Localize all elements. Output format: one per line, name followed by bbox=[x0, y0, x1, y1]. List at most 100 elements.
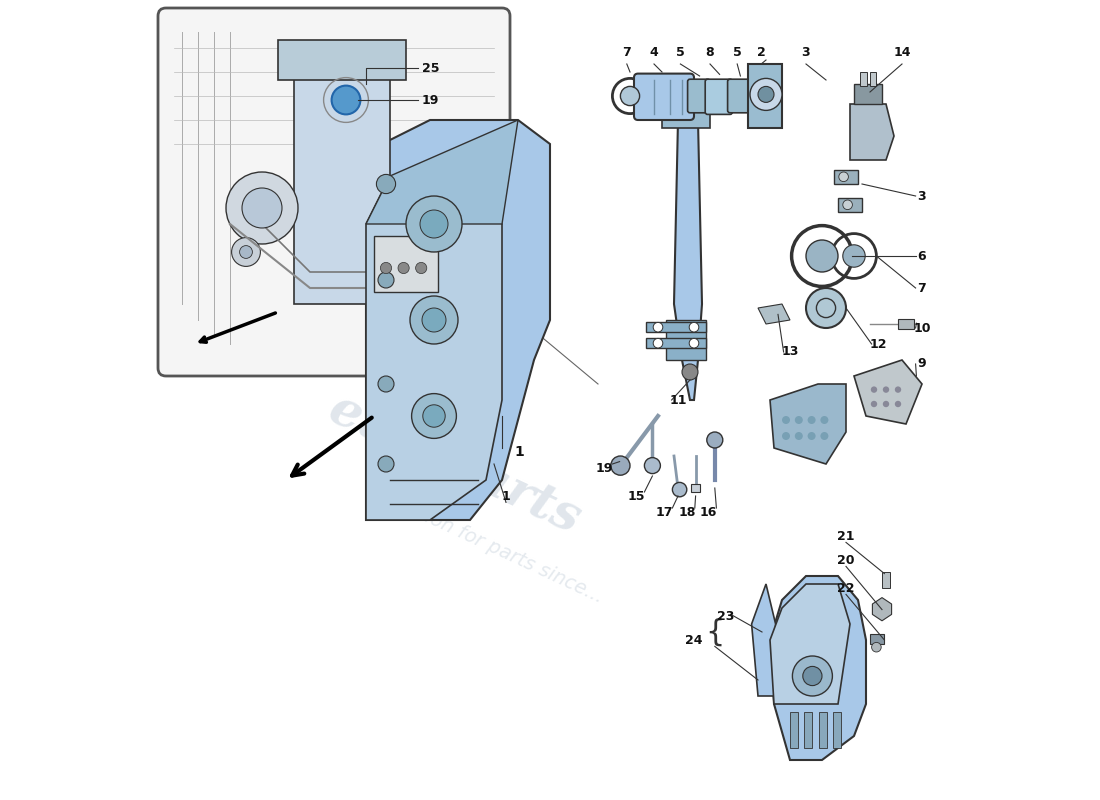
Circle shape bbox=[690, 338, 698, 348]
Bar bbox=[374, 236, 438, 292]
Polygon shape bbox=[674, 96, 702, 400]
Bar bbox=[854, 84, 882, 104]
Polygon shape bbox=[770, 584, 850, 704]
Bar bbox=[838, 198, 862, 212]
Circle shape bbox=[422, 308, 446, 332]
Text: 15: 15 bbox=[628, 490, 645, 502]
Bar bbox=[790, 712, 798, 748]
Circle shape bbox=[782, 416, 790, 424]
Circle shape bbox=[610, 456, 630, 475]
Text: 6: 6 bbox=[917, 250, 926, 262]
Polygon shape bbox=[850, 104, 894, 160]
Circle shape bbox=[416, 262, 427, 274]
Circle shape bbox=[420, 210, 448, 238]
Circle shape bbox=[871, 386, 877, 393]
FancyBboxPatch shape bbox=[158, 8, 510, 376]
Circle shape bbox=[653, 322, 663, 332]
Text: 1: 1 bbox=[502, 490, 510, 502]
Bar bbox=[882, 572, 890, 588]
Text: 2: 2 bbox=[757, 46, 766, 58]
FancyBboxPatch shape bbox=[634, 74, 694, 120]
Text: 1: 1 bbox=[514, 445, 524, 459]
Circle shape bbox=[331, 86, 361, 114]
Text: 5: 5 bbox=[733, 46, 741, 58]
Text: 5: 5 bbox=[676, 46, 685, 58]
Circle shape bbox=[376, 174, 396, 194]
Circle shape bbox=[843, 245, 866, 267]
Text: 20: 20 bbox=[837, 554, 855, 566]
Polygon shape bbox=[278, 40, 406, 80]
Circle shape bbox=[894, 401, 901, 407]
Bar bbox=[870, 72, 877, 86]
Text: {: { bbox=[705, 618, 725, 646]
Text: 8: 8 bbox=[706, 46, 714, 58]
Text: 7: 7 bbox=[623, 46, 631, 58]
Circle shape bbox=[795, 432, 803, 440]
Text: 22: 22 bbox=[837, 582, 855, 594]
Circle shape bbox=[378, 456, 394, 472]
Circle shape bbox=[821, 432, 828, 440]
Circle shape bbox=[378, 376, 394, 392]
Text: 24: 24 bbox=[685, 634, 703, 646]
Bar bbox=[804, 712, 813, 748]
Circle shape bbox=[682, 364, 698, 380]
Circle shape bbox=[821, 416, 828, 424]
Circle shape bbox=[620, 86, 639, 106]
Polygon shape bbox=[751, 584, 776, 696]
Circle shape bbox=[806, 240, 838, 272]
Circle shape bbox=[792, 656, 833, 696]
Text: 3: 3 bbox=[802, 46, 811, 58]
Circle shape bbox=[803, 666, 822, 686]
Polygon shape bbox=[294, 56, 390, 304]
Circle shape bbox=[806, 288, 846, 328]
Polygon shape bbox=[666, 320, 706, 360]
Bar bbox=[898, 319, 914, 329]
Circle shape bbox=[894, 386, 901, 393]
Polygon shape bbox=[770, 384, 846, 464]
Text: 23: 23 bbox=[717, 610, 735, 622]
Circle shape bbox=[707, 432, 723, 448]
Text: 19: 19 bbox=[422, 94, 439, 106]
Polygon shape bbox=[854, 360, 922, 424]
Circle shape bbox=[398, 262, 409, 274]
Text: 25: 25 bbox=[422, 62, 440, 74]
Circle shape bbox=[672, 482, 686, 497]
Circle shape bbox=[240, 246, 252, 258]
Bar bbox=[691, 484, 701, 492]
Polygon shape bbox=[366, 120, 518, 224]
Text: 7: 7 bbox=[917, 282, 926, 294]
Text: 11: 11 bbox=[669, 394, 686, 406]
FancyBboxPatch shape bbox=[688, 79, 710, 113]
Bar bbox=[860, 72, 867, 86]
Circle shape bbox=[422, 405, 446, 427]
Text: 21: 21 bbox=[837, 530, 855, 542]
FancyBboxPatch shape bbox=[727, 79, 750, 113]
Text: 19: 19 bbox=[596, 462, 613, 474]
Bar bbox=[834, 170, 858, 184]
Text: 9: 9 bbox=[917, 358, 926, 370]
Text: 17: 17 bbox=[656, 506, 673, 518]
Text: europarts: europarts bbox=[320, 384, 588, 544]
Text: 10: 10 bbox=[913, 322, 931, 334]
Circle shape bbox=[232, 238, 261, 266]
Circle shape bbox=[411, 394, 456, 438]
Text: 12: 12 bbox=[869, 338, 887, 350]
Text: 16: 16 bbox=[700, 506, 717, 518]
Circle shape bbox=[795, 416, 803, 424]
Circle shape bbox=[758, 86, 774, 102]
Circle shape bbox=[871, 401, 877, 407]
Text: 18: 18 bbox=[678, 506, 695, 518]
Circle shape bbox=[883, 386, 889, 393]
Polygon shape bbox=[872, 598, 892, 621]
Bar bbox=[646, 322, 706, 332]
Circle shape bbox=[871, 642, 881, 652]
Polygon shape bbox=[662, 80, 710, 128]
Circle shape bbox=[843, 200, 852, 210]
Polygon shape bbox=[366, 176, 502, 520]
Circle shape bbox=[378, 272, 394, 288]
Polygon shape bbox=[758, 304, 790, 324]
Polygon shape bbox=[770, 576, 866, 760]
Circle shape bbox=[645, 458, 660, 474]
Polygon shape bbox=[366, 120, 550, 520]
Circle shape bbox=[242, 188, 282, 228]
